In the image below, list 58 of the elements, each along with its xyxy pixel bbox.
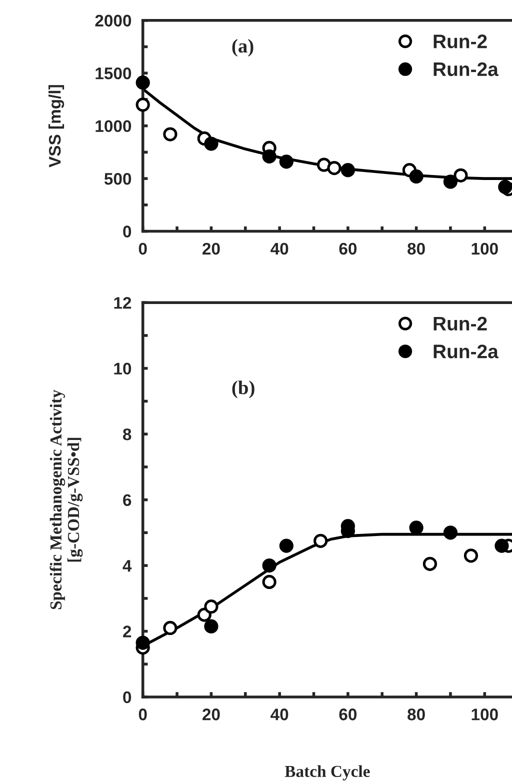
- x-tick-label: 20: [202, 242, 220, 255]
- y-tick-label: 500: [104, 172, 132, 185]
- point: [136, 636, 150, 650]
- point: [136, 98, 150, 112]
- point: [422, 556, 438, 571]
- point: [464, 548, 478, 563]
- x-tick-label: 60: [339, 708, 357, 720]
- x-tick-label: 60: [339, 242, 357, 255]
- legend-label: Run-2a: [434, 344, 499, 358]
- point: [409, 520, 424, 535]
- x-tick-label: 100: [472, 242, 498, 255]
- point: [262, 558, 276, 573]
- point: [494, 538, 509, 553]
- legend-label: Run-2a: [434, 62, 499, 76]
- point: [409, 169, 424, 184]
- point: [204, 619, 218, 634]
- y-tick-label: 8: [122, 428, 132, 440]
- y-tick-label: 2000: [95, 14, 132, 27]
- x-tick-label: 80: [408, 708, 425, 720]
- annotation: (b): [232, 380, 254, 398]
- point: [340, 163, 355, 178]
- x-tick-label: 100: [472, 708, 498, 720]
- y-tick-label: 4: [122, 560, 132, 572]
- y-tick-label: 6: [123, 494, 132, 506]
- point: [314, 534, 328, 548]
- point: [443, 526, 458, 540]
- y-axis-title: VSS [mg/l]: [48, 85, 64, 168]
- point: [262, 149, 276, 164]
- point: [327, 160, 342, 176]
- point: [454, 168, 468, 182]
- point: [136, 76, 150, 90]
- x-tick-label: 40: [270, 242, 288, 255]
- y-tick-label: 2: [123, 626, 132, 638]
- point: [498, 180, 512, 194]
- x-tick-label: 40: [270, 708, 288, 720]
- y-tick-label: 10: [114, 362, 132, 375]
- legend-label: Run-2: [434, 316, 487, 331]
- x-tick-label: 20: [202, 708, 220, 720]
- x-tick-label: 0: [138, 708, 147, 720]
- x-tick-label: 80: [408, 242, 425, 255]
- y-tick-label: 1500: [96, 68, 132, 80]
- point: [163, 127, 178, 142]
- x-axis-title: Batch Cycle: [284, 765, 370, 780]
- point: [279, 154, 294, 169]
- point: [204, 600, 218, 614]
- point: [262, 574, 276, 590]
- y-tick-label: 1000: [96, 120, 132, 132]
- y-tick-label: 12: [114, 297, 132, 309]
- y-tick-label: 0: [123, 226, 132, 238]
- point: [163, 620, 178, 636]
- y-axis-title: Specific Methanogenic Activity [g-COD/g-VSS•d]: [50, 390, 83, 610]
- point: [443, 174, 458, 189]
- point: [204, 136, 218, 151]
- point: [279, 538, 294, 553]
- x-tick-label: 0: [138, 242, 147, 255]
- annotation: (a): [232, 38, 254, 57]
- y-tick-label: 0: [123, 691, 132, 704]
- legend-label: Run-2: [434, 34, 487, 48]
